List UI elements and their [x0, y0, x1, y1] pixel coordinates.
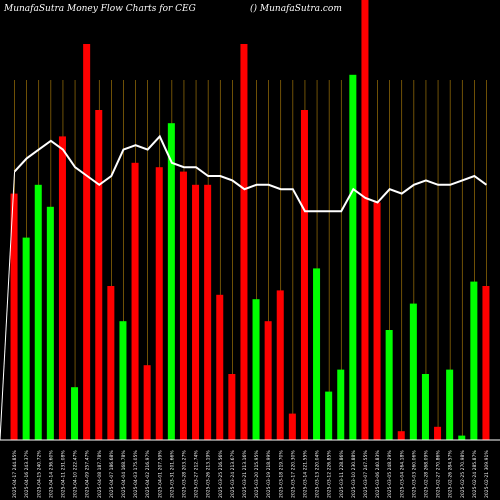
x-tick-label: 2025-03-31 201.66% — [169, 450, 175, 498]
x-tick-label: 2025-03-07 247.55% — [363, 450, 369, 498]
volume-bar — [58, 136, 66, 440]
money-flow-line — [13, 134, 488, 213]
x-tick-label: 2025-02-24 285.87% — [472, 450, 478, 498]
x-tick-label: 2025-03-19 218.99% — [266, 450, 272, 498]
volume-bar — [482, 286, 490, 440]
volume-bar — [349, 74, 357, 441]
volume-bar — [325, 391, 333, 440]
x-tick-label: 2025-02-27 270.86% — [436, 450, 442, 498]
volume-bar — [107, 286, 115, 440]
volume-bar — [143, 365, 151, 440]
volume-bar — [288, 413, 296, 440]
x-tick-label: 2025-03-18 219.70% — [278, 450, 284, 498]
volume-bar — [22, 237, 30, 440]
x-tick-label: 2025-03-10 230.88% — [351, 450, 357, 498]
x-tick-label: 2025-04-14 236.60% — [48, 450, 54, 498]
volume-bar — [313, 268, 321, 440]
chart-header: MunafaSutra Money Flow Charts for CEG ()… — [0, 0, 500, 20]
volume-bar — [421, 374, 429, 440]
x-tick-label: 2025-03-11 228.86% — [339, 450, 345, 498]
volume-bar — [83, 44, 91, 440]
x-tick-label: 2025-03-28 203.27% — [181, 450, 187, 498]
x-tick-label: 2025-03-06 240.83% — [375, 450, 381, 498]
volume-bar — [470, 281, 478, 440]
x-tick-label: 2025-04-09 257.47% — [85, 450, 91, 498]
x-tick-label: 2025-04-01 207.59% — [157, 450, 163, 498]
x-tick-label: 2025-03-17 220.30% — [290, 450, 296, 498]
volume-bar — [397, 431, 405, 440]
volume-bar — [216, 294, 224, 440]
x-tick-label: 2025-03-27 212.74% — [194, 450, 200, 498]
volume-bar — [300, 110, 308, 440]
volume-bar — [131, 162, 139, 441]
x-tick-label: 2025-02-26 284.57% — [448, 450, 454, 498]
x-tick-label: 2025-03-26 213.19% — [206, 450, 212, 498]
x-tick-label: 2025-04-02 216.97% — [145, 450, 151, 498]
x-tick-label: 2025-03-05 248.29% — [387, 450, 393, 498]
x-tick-label: 2025-04-07 186.68% — [109, 450, 115, 498]
x-tick-label: 2025-04-04 168.78% — [121, 450, 127, 498]
header-title: MunafaSutra Money Flow Charts for CEG — [4, 4, 196, 14]
volume-bar — [264, 321, 272, 440]
x-tick-label: 2025-03-12 226.85% — [327, 450, 333, 498]
x-tick-label: 2025-03-20 215.95% — [254, 450, 260, 498]
x-tick-label: 2025-04-10 222.47% — [73, 450, 79, 498]
volume-bar — [179, 171, 187, 440]
volume-bar — [276, 290, 284, 440]
volume-bar — [95, 110, 103, 440]
volume-bar — [458, 435, 466, 440]
volume-bar — [204, 184, 212, 440]
volume-bar — [385, 330, 393, 440]
x-tick-label: 2025-02-28 268.09% — [423, 450, 429, 498]
volume-bar — [434, 426, 442, 440]
x-tick-label: 2025-04-08 187.78% — [97, 450, 103, 498]
volume-bar — [119, 321, 127, 440]
volume-bar — [155, 167, 163, 440]
x-tick-label: 2025-02-21 309.91% — [484, 450, 490, 498]
x-tick-label: 2025-03-04 264.18% — [399, 450, 405, 498]
volume-bar — [240, 44, 248, 440]
line-lead-in — [0, 171, 16, 441]
x-tick-label: 2025-04-16 243.37% — [24, 450, 30, 498]
x-tick-label: 2025-04-17 244.85% — [12, 450, 18, 498]
x-tick-label: 2025-04-15 240.72% — [36, 450, 42, 498]
header-site: () MunafaSutra.com — [250, 4, 342, 14]
volume-bar — [228, 374, 236, 440]
x-tick-label: 2025-03-14 221.55% — [302, 450, 308, 498]
x-tick-label: 2025-04-11 231.08% — [60, 450, 66, 498]
x-tick-label: 2025-04-03 175.05% — [133, 450, 139, 498]
volume-bar — [167, 123, 175, 440]
volume-bar — [446, 369, 454, 440]
x-tick-label: 2025-03-13 220.04% — [315, 450, 321, 498]
volume-bar — [252, 299, 260, 440]
volume-bar — [373, 202, 381, 440]
x-tick-label: 2025-03-24 213.67% — [230, 450, 236, 498]
x-tick-label: 2025-03-03 260.06% — [411, 450, 417, 498]
x-tick-label: 2025-03-21 213.16% — [242, 450, 248, 498]
volume-bar — [34, 184, 42, 440]
volume-bar — [10, 193, 18, 440]
volume-bar — [46, 206, 54, 440]
volume-bar — [192, 184, 200, 440]
x-tick-label: 2025-02-25 270.98% — [460, 450, 466, 498]
volume-bar — [361, 0, 369, 440]
volume-bar — [337, 369, 345, 440]
volume-bar — [71, 387, 79, 440]
x-tick-label: 2025-03-25 216.56% — [218, 450, 224, 498]
volume-bar — [409, 303, 417, 440]
